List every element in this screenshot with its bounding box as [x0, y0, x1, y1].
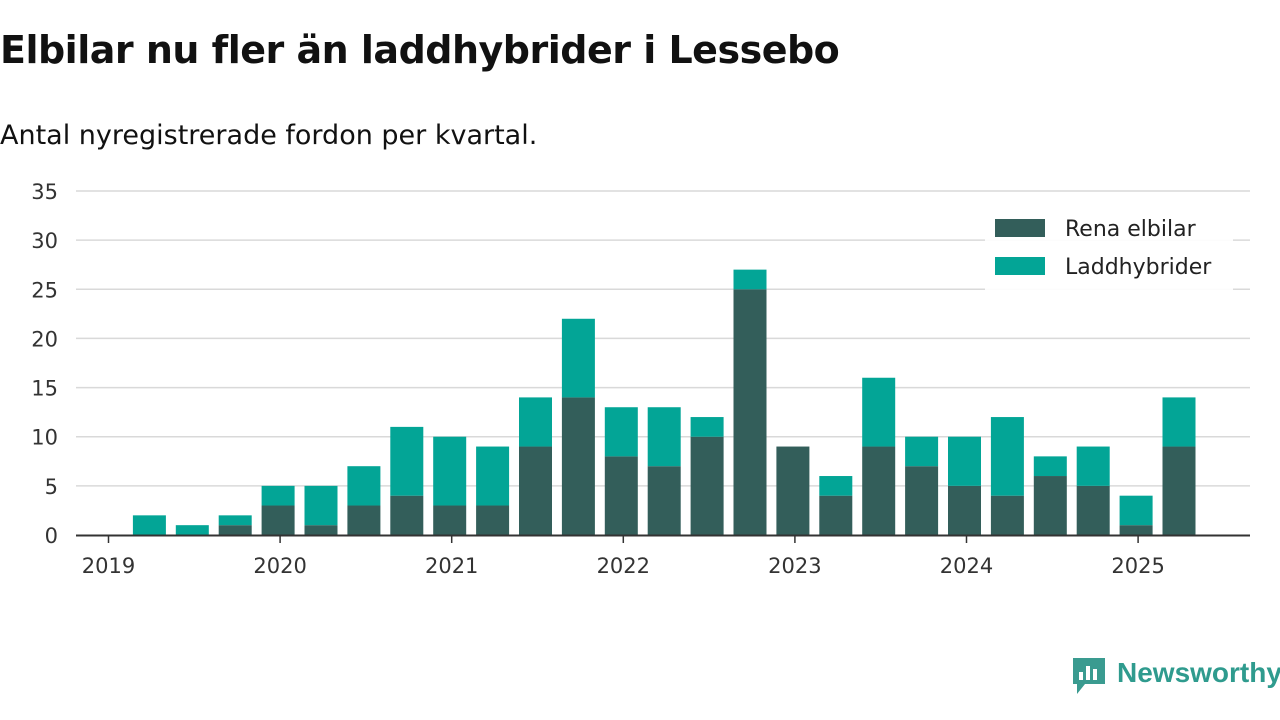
y-tick-label: 5 [45, 475, 58, 499]
newsworthy-logo [1073, 658, 1105, 694]
bar-segment [1119, 495, 1153, 526]
x-tick-label: 2024 [940, 554, 993, 578]
y-tick-label: 25 [31, 278, 58, 302]
bar-segment [819, 476, 853, 496]
bar-segment [733, 269, 767, 290]
y-tick-label: 10 [31, 426, 58, 450]
bar-segment [948, 436, 981, 486]
y-axis-labels: 0 5 10 15 20 25 30 35 [31, 180, 58, 548]
bar-segment [1076, 446, 1110, 486]
bar-segment [990, 417, 1024, 496]
x-axis-labels: 2019 2020 2021 2022 2023 2024 2025 [82, 535, 1165, 578]
bar-segment [218, 515, 252, 526]
bar-segment [304, 485, 338, 526]
bar-segment [304, 525, 338, 535]
bar-segment [1033, 456, 1067, 477]
legend: Rena elbilar Laddhybrider [985, 205, 1233, 290]
x-tick-label: 2022 [597, 554, 650, 578]
bar-segment [1119, 525, 1153, 535]
bar-segment [1076, 485, 1110, 535]
legend-label: Laddhybrider [1065, 255, 1212, 280]
bar-segment [561, 318, 595, 398]
x-tick-label: 2019 [82, 554, 135, 578]
bar-segment [132, 515, 166, 535]
bar-segment [733, 289, 767, 535]
bar-segment [347, 505, 381, 535]
bar-segment [862, 377, 896, 447]
y-tick-label: 0 [45, 524, 58, 548]
legend-label: Rena elbilar [1065, 217, 1197, 242]
bar-segment [1033, 476, 1067, 535]
x-tick-label: 2025 [1111, 554, 1164, 578]
bar-segment [776, 446, 810, 535]
bar-segment [647, 466, 681, 535]
y-tick-label: 15 [31, 377, 58, 401]
bar-segment [1162, 397, 1196, 447]
bar-segment [819, 495, 853, 535]
y-tick-label: 30 [31, 229, 58, 253]
bar-segment [690, 436, 724, 535]
bar-segment [261, 505, 295, 535]
bar-segment [175, 525, 209, 535]
bar-segment [561, 397, 595, 535]
bar-segment [347, 466, 381, 506]
bar-segment [647, 407, 681, 467]
newsworthy-logo-text: Newsworthy [1117, 657, 1280, 688]
bar-segment [476, 446, 510, 506]
bar-segment [218, 525, 252, 535]
bar-segment [905, 466, 939, 535]
y-tick-label: 20 [31, 327, 58, 351]
bar-segment [433, 436, 467, 506]
bar-segment [519, 397, 552, 447]
bar-segment [690, 417, 724, 437]
chart-subtitle: Antal nyregistrerade fordon per kvartal. [0, 120, 538, 151]
bar-segment [604, 456, 638, 535]
chart-title: Elbilar nu fler än laddhybrider i Lesseb… [0, 28, 840, 72]
x-tick-label: 2020 [253, 554, 306, 578]
x-tick-label: 2023 [768, 554, 821, 578]
legend-swatch [995, 257, 1045, 275]
bar-segment [1162, 446, 1196, 535]
bar-segment [905, 436, 939, 467]
bar-segment [433, 505, 467, 535]
bar-segment [261, 485, 295, 506]
y-tick-label: 35 [31, 180, 58, 204]
bar-segment [390, 495, 424, 535]
x-tick-label: 2021 [425, 554, 478, 578]
bar-segment [519, 446, 552, 535]
legend-swatch [995, 219, 1045, 237]
bar-segment [990, 495, 1024, 535]
bars [132, 269, 1196, 535]
bar-segment [948, 485, 981, 535]
bar-segment [604, 407, 638, 457]
newsworthy-logo-icon [1073, 658, 1105, 694]
bar-segment [476, 505, 510, 535]
bar-segment [862, 446, 896, 535]
bar-segment [390, 426, 424, 496]
